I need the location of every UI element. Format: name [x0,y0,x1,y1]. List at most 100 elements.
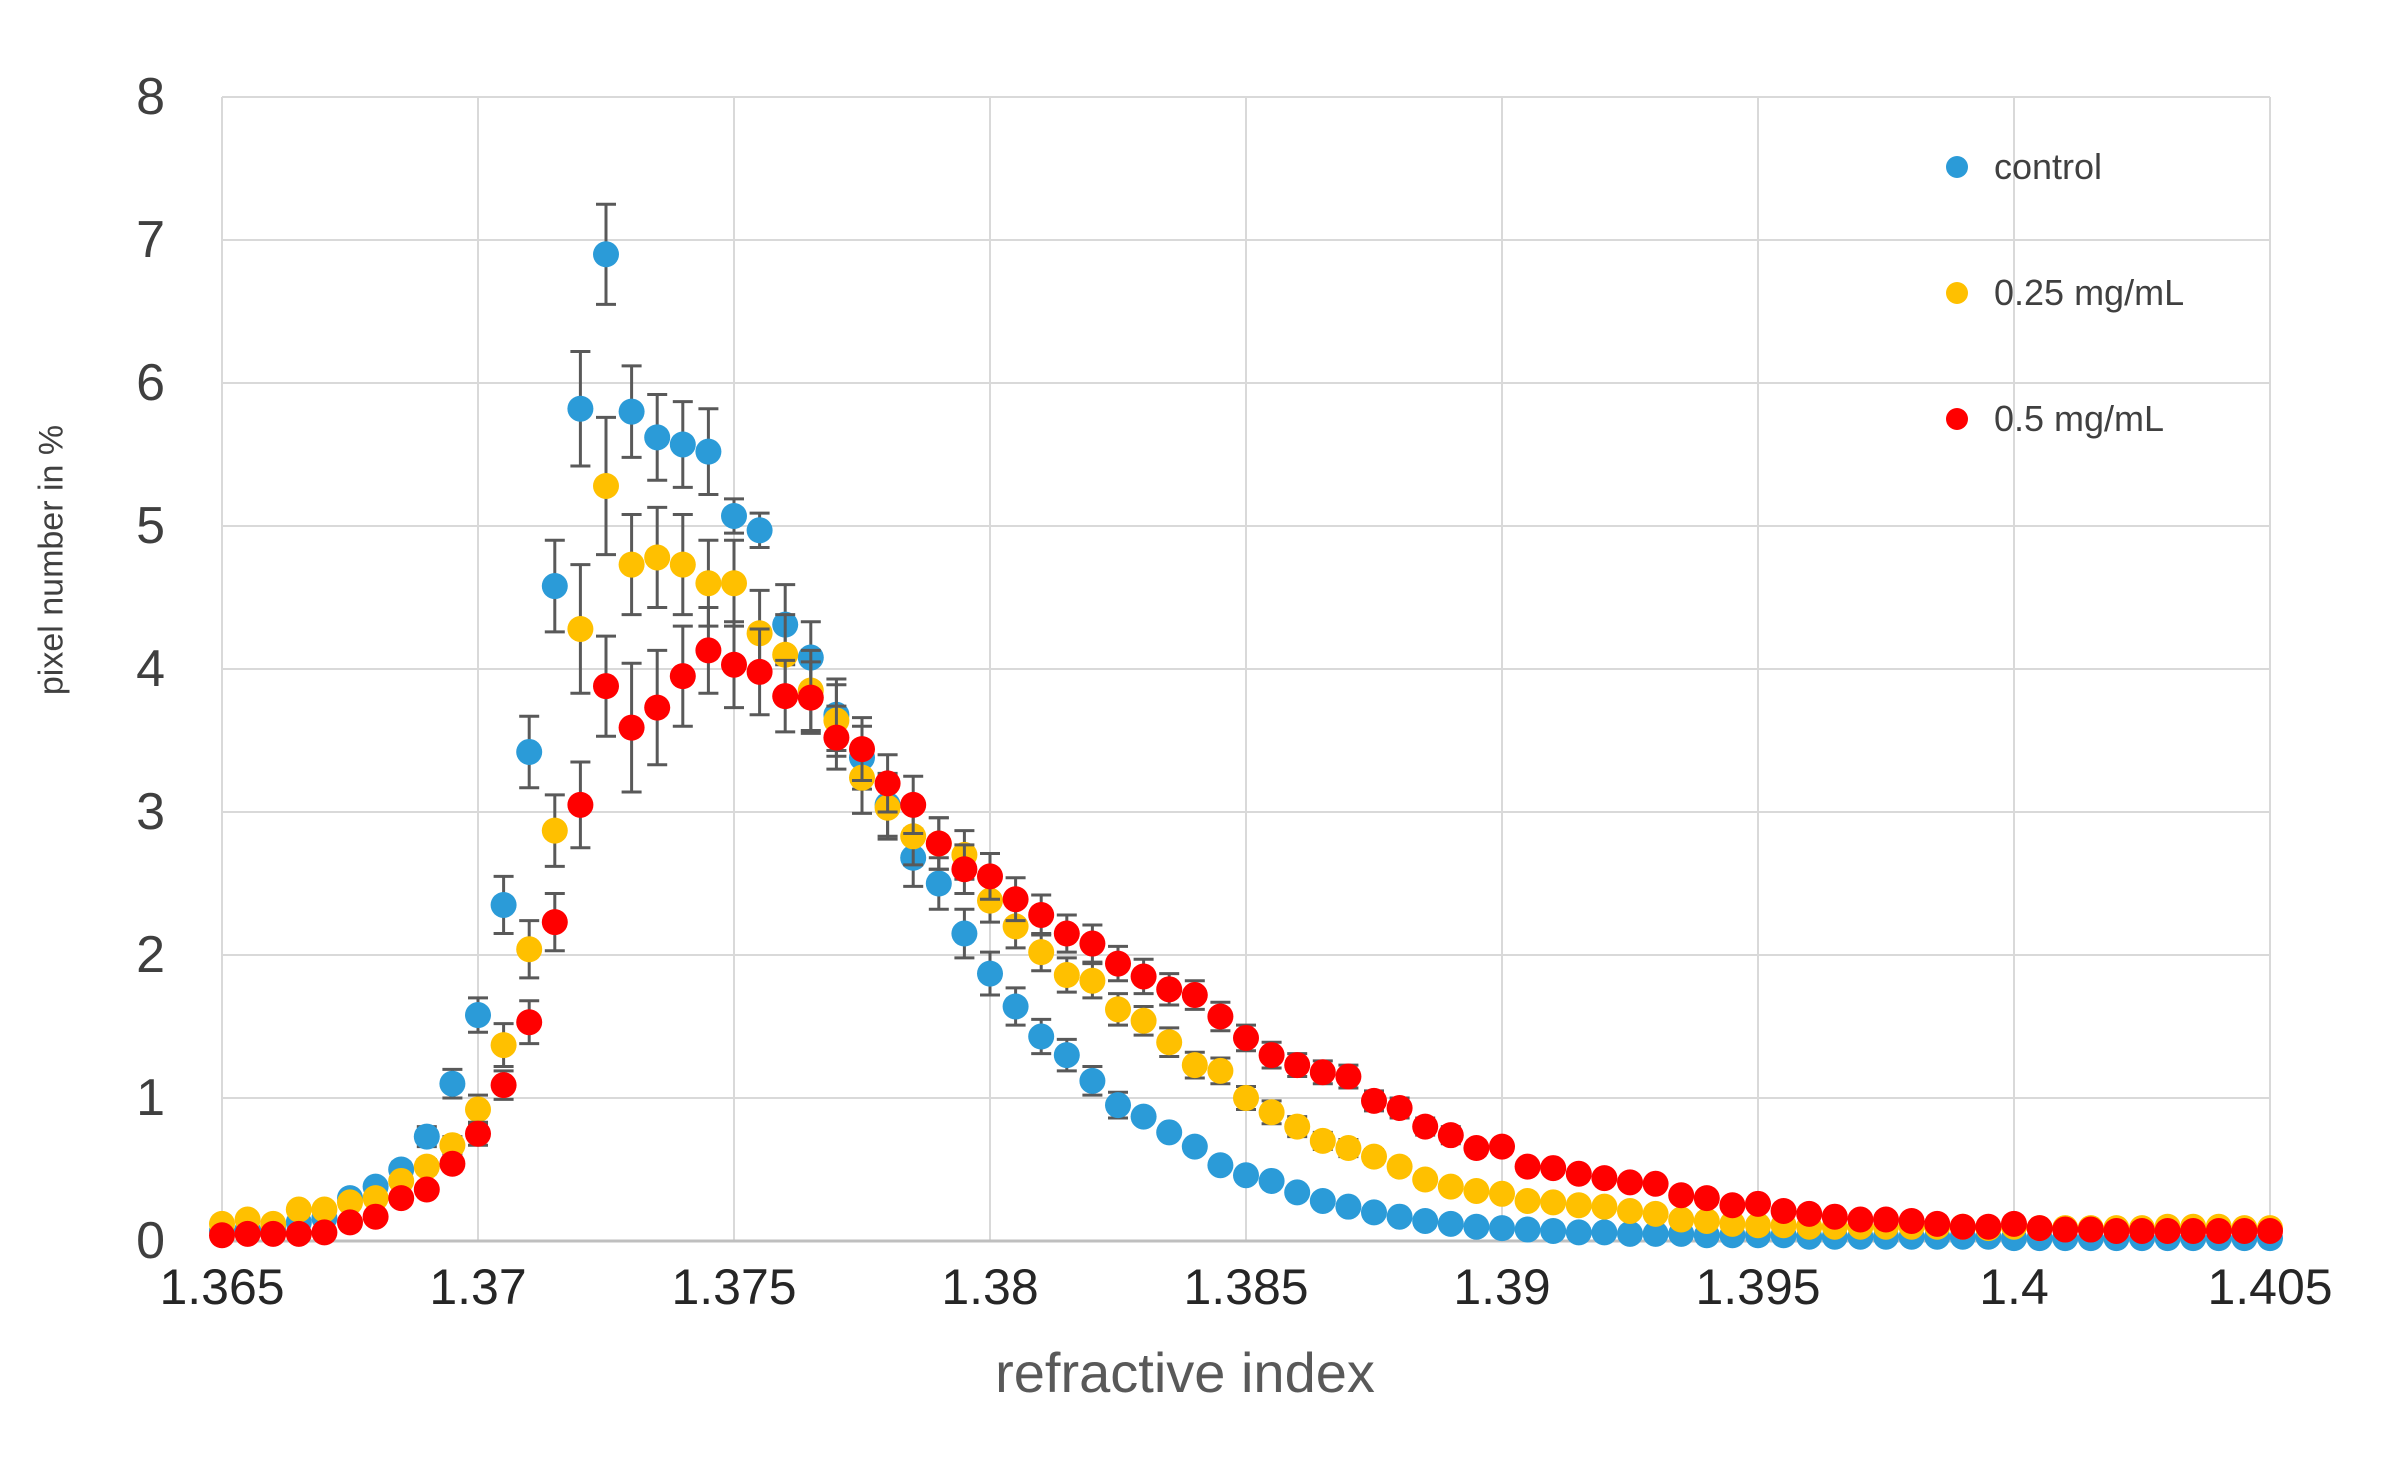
legend-item-05mgml: 0.5 mg/mL [1946,398,2164,440]
x-tick-label: 1.385 [1183,1259,1309,1315]
data-point-0-5-mg-ml [900,791,927,818]
data-point-0-25-mg-ml [1642,1200,1669,1227]
data-point-0-25-mg-ml [1361,1143,1387,1170]
y-tick-label: 4 [136,640,165,698]
data-point-0-5-mg-ml [413,1176,440,1203]
data-point-control [1514,1216,1541,1243]
data-point-control [1540,1217,1567,1244]
data-point-control [644,424,671,451]
data-point-control [490,891,517,918]
data-point-control [695,438,722,465]
data-point-0-5-mg-ml [1463,1135,1490,1162]
data-point-0-5-mg-ml [951,856,978,883]
data-point-0-25-mg-ml [1617,1197,1643,1224]
data-point-0-5-mg-ml [1437,1122,1464,1149]
data-point-0-5-mg-ml [644,694,671,721]
data-point-control [1207,1152,1234,1179]
data-point-0-25-mg-ml [1693,1207,1720,1234]
data-point-0-25-mg-ml [1181,1052,1208,1079]
data-point-0-25-mg-ml [1437,1173,1464,1200]
data-point-0-5-mg-ml [209,1222,235,1249]
data-point-0-5-mg-ml [2103,1217,2130,1244]
data-point-0-5-mg-ml [1821,1203,1848,1230]
data-point-control [1463,1213,1490,1240]
data-point-0-5-mg-ml [849,736,875,763]
data-point-0-5-mg-ml [1924,1210,1951,1237]
data-point-0-25-mg-ml [1591,1193,1618,1220]
data-point-0-5-mg-ml [311,1219,338,1246]
data-point-0-5-mg-ml [567,791,594,818]
data-point-0-25-mg-ml [1540,1189,1567,1216]
data-point-0-5-mg-ml [593,673,619,700]
data-point-0-5-mg-ml [1873,1206,1899,1233]
data-point-0-25-mg-ml [900,823,927,850]
data-point-0-25-mg-ml [1463,1177,1490,1204]
data-point-control [1181,1133,1208,1160]
data-point-0-5-mg-ml [1156,976,1183,1003]
data-point-0-25-mg-ml [311,1196,338,1223]
data-point-0-5-mg-ml [541,909,568,936]
data-point-control [1437,1210,1464,1237]
data-point-control [465,1002,491,1029]
data-point-control [439,1070,466,1097]
data-point-0-5-mg-ml [1617,1169,1643,1196]
data-point-0-5-mg-ml [1361,1087,1387,1114]
data-point-0-25-mg-ml [1053,962,1080,989]
data-point-0-25-mg-ml [567,615,594,642]
data-point-control [977,960,1003,987]
data-point-control [1028,1023,1055,1050]
data-point-0-5-mg-ml [388,1185,415,1212]
data-point-control [1617,1220,1643,1247]
data-point-0-5-mg-ml [1181,982,1208,1009]
data-point-0-5-mg-ml [516,1009,543,1036]
y-axis-title: pixel number in % [32,424,71,696]
data-point-0-25-mg-ml [541,817,568,844]
x-tick-label: 1.37 [429,1259,527,1315]
data-point-control [1591,1219,1618,1246]
data-point-0-5-mg-ml [823,724,850,751]
data-point-0-5-mg-ml [1719,1192,1746,1219]
data-point-0-5-mg-ml [2026,1215,2053,1242]
data-point-0-5-mg-ml [2052,1216,2079,1243]
data-point-0-5-mg-ml [1335,1063,1362,1090]
data-point-0-5-mg-ml [2180,1217,2207,1244]
data-point-0-5-mg-ml [1847,1206,1874,1233]
data-point-0-5-mg-ml [746,658,773,685]
data-point-0-5-mg-ml [285,1220,312,1247]
data-point-0-25-mg-ml [593,472,619,499]
y-tick-label: 1 [136,1069,165,1127]
data-point-0-5-mg-ml [439,1150,466,1177]
data-point-control [1002,993,1029,1020]
legend-item-control: control [1946,146,2102,188]
data-point-0-5-mg-ml [260,1220,287,1247]
data-point-0-25-mg-ml [1335,1135,1362,1162]
data-point-0-5-mg-ml [1642,1170,1669,1197]
data-point-0-5-mg-ml [2077,1216,2104,1243]
data-point-0-5-mg-ml [1975,1213,2002,1240]
data-point-0-5-mg-ml [1565,1160,1592,1187]
data-point-0-5-mg-ml [1898,1207,1925,1234]
data-point-control [567,395,594,422]
data-point-control [746,517,773,544]
data-point-control [1130,1103,1157,1130]
legend-marker-025mgml [1946,282,1968,304]
data-point-control [1233,1162,1259,1189]
data-point-0-25-mg-ml [644,544,671,571]
data-point-control [1284,1179,1311,1206]
data-point-0-5-mg-ml [2205,1217,2232,1244]
data-point-control [1309,1187,1336,1214]
data-point-0-25-mg-ml [1719,1210,1746,1237]
data-point-0-25-mg-ml [439,1132,466,1159]
data-point-control [925,870,952,897]
data-point-0-5-mg-ml [695,637,722,664]
data-point-0-25-mg-ml [1489,1180,1515,1207]
data-point-0-5-mg-ml [2257,1217,2283,1244]
data-point-0-5-mg-ml [1309,1059,1336,1086]
data-point-0-25-mg-ml [1565,1192,1592,1219]
data-point-control [618,398,645,425]
legend-marker-control [1946,156,1968,178]
data-point-control [1361,1199,1387,1226]
data-point-0-5-mg-ml [618,714,645,741]
data-point-0-25-mg-ml [1668,1206,1695,1233]
